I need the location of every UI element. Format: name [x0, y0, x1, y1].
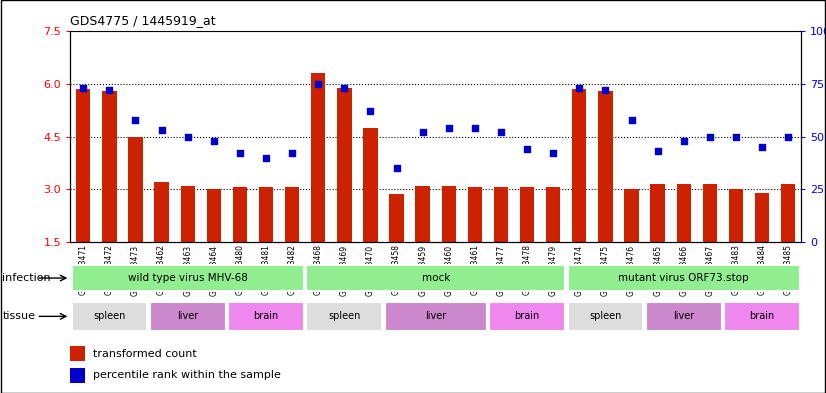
Point — [207, 138, 221, 144]
Bar — [228, 302, 304, 331]
Point — [756, 144, 769, 150]
Bar — [70, 368, 85, 383]
Text: GDS4775 / 1445919_at: GDS4775 / 1445919_at — [70, 14, 216, 27]
Bar — [468, 187, 482, 242]
Bar — [102, 91, 116, 242]
Bar — [306, 265, 565, 291]
Bar — [724, 302, 800, 331]
Bar — [729, 189, 743, 242]
Bar — [442, 185, 456, 242]
Point — [651, 148, 664, 154]
Point — [102, 87, 116, 94]
Text: tissue: tissue — [2, 311, 36, 321]
Bar — [181, 185, 195, 242]
Text: liver: liver — [673, 311, 695, 321]
Text: spleen: spleen — [589, 311, 622, 321]
Bar — [567, 302, 643, 331]
Point — [286, 150, 299, 156]
Bar — [306, 302, 382, 331]
Bar — [233, 187, 247, 242]
Bar — [650, 184, 665, 242]
Bar — [494, 187, 508, 242]
Bar — [70, 346, 85, 362]
Bar — [415, 185, 430, 242]
Bar — [206, 189, 221, 242]
Bar — [76, 89, 90, 242]
Bar — [646, 302, 722, 331]
Point — [259, 154, 273, 161]
Text: transformed count: transformed count — [93, 349, 197, 359]
Text: mutant virus ORF73.stop: mutant virus ORF73.stop — [619, 273, 749, 283]
Bar — [154, 182, 169, 242]
Point — [495, 129, 508, 136]
Bar — [389, 195, 404, 242]
Bar — [385, 302, 487, 331]
Point — [363, 108, 377, 114]
Text: wild type virus MHV-68: wild type virus MHV-68 — [128, 273, 248, 283]
Text: liver: liver — [425, 311, 446, 321]
Bar — [546, 187, 560, 242]
Point — [572, 85, 586, 91]
Bar — [150, 302, 225, 331]
Bar — [598, 91, 613, 242]
Bar — [624, 189, 638, 242]
Point — [599, 87, 612, 94]
Point — [468, 125, 482, 131]
Point — [129, 117, 142, 123]
Text: liver: liver — [177, 311, 198, 321]
Point — [233, 150, 246, 156]
Point — [781, 133, 795, 140]
Point — [729, 133, 743, 140]
Point — [338, 85, 351, 91]
Bar — [567, 265, 800, 291]
Bar — [285, 187, 299, 242]
Point — [703, 133, 716, 140]
Bar — [259, 187, 273, 242]
Point — [311, 81, 325, 87]
Bar — [572, 89, 586, 242]
Bar — [676, 184, 691, 242]
Text: brain: brain — [749, 311, 775, 321]
Bar — [703, 184, 717, 242]
Point — [625, 117, 638, 123]
Text: spleen: spleen — [93, 311, 126, 321]
Bar — [72, 302, 147, 331]
Point — [520, 146, 534, 152]
Point — [416, 129, 430, 136]
Bar — [72, 265, 304, 291]
Text: spleen: spleen — [328, 311, 360, 321]
Bar — [755, 193, 769, 242]
Bar — [781, 184, 795, 242]
Point — [677, 138, 691, 144]
Text: infection: infection — [2, 273, 51, 283]
Bar — [311, 73, 325, 242]
Text: percentile rank within the sample: percentile rank within the sample — [93, 371, 281, 380]
Point — [77, 85, 90, 91]
Point — [442, 125, 455, 131]
Bar — [489, 302, 565, 331]
Point — [390, 165, 403, 171]
Bar — [128, 136, 143, 242]
Text: brain: brain — [515, 311, 539, 321]
Point — [181, 133, 194, 140]
Bar — [363, 128, 377, 242]
Text: brain: brain — [254, 311, 278, 321]
Text: mock: mock — [421, 273, 450, 283]
Bar — [337, 88, 352, 242]
Point — [547, 150, 560, 156]
Bar — [520, 187, 534, 242]
Point — [155, 127, 169, 133]
